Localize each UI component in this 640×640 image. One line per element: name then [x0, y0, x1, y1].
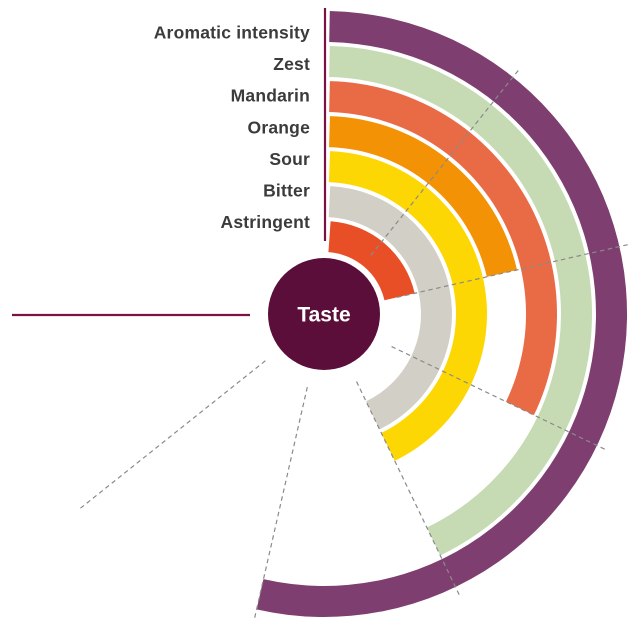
gridline-spoke-6 — [78, 360, 266, 510]
hub-label: Taste — [297, 304, 350, 327]
value-arcs-group — [256, 11, 628, 618]
ring-label-mandarin: Mandarin — [231, 86, 310, 106]
ring-arc-orange — [329, 116, 518, 277]
ring-label-column: Aromatic intensity Zest Mandarin Orange … — [154, 23, 310, 233]
ring-arc-sour — [328, 151, 488, 461]
ring-label-astringent: Astringent — [221, 212, 311, 232]
ring-label-bitter: Bitter — [263, 181, 310, 201]
ring-label-orange: Orange — [248, 117, 311, 137]
ring-arc-bitter — [328, 186, 453, 430]
ring-arc-mandarin — [329, 81, 558, 416]
ring-arc-astringent — [328, 221, 415, 301]
ring-label-aromatic-intensity: Aromatic intensity — [154, 23, 310, 43]
ring-label-zest: Zest — [273, 54, 310, 74]
ring-label-sour: Sour — [269, 149, 310, 169]
hub-circle — [268, 258, 380, 370]
ring-arc-zest — [329, 46, 593, 556]
